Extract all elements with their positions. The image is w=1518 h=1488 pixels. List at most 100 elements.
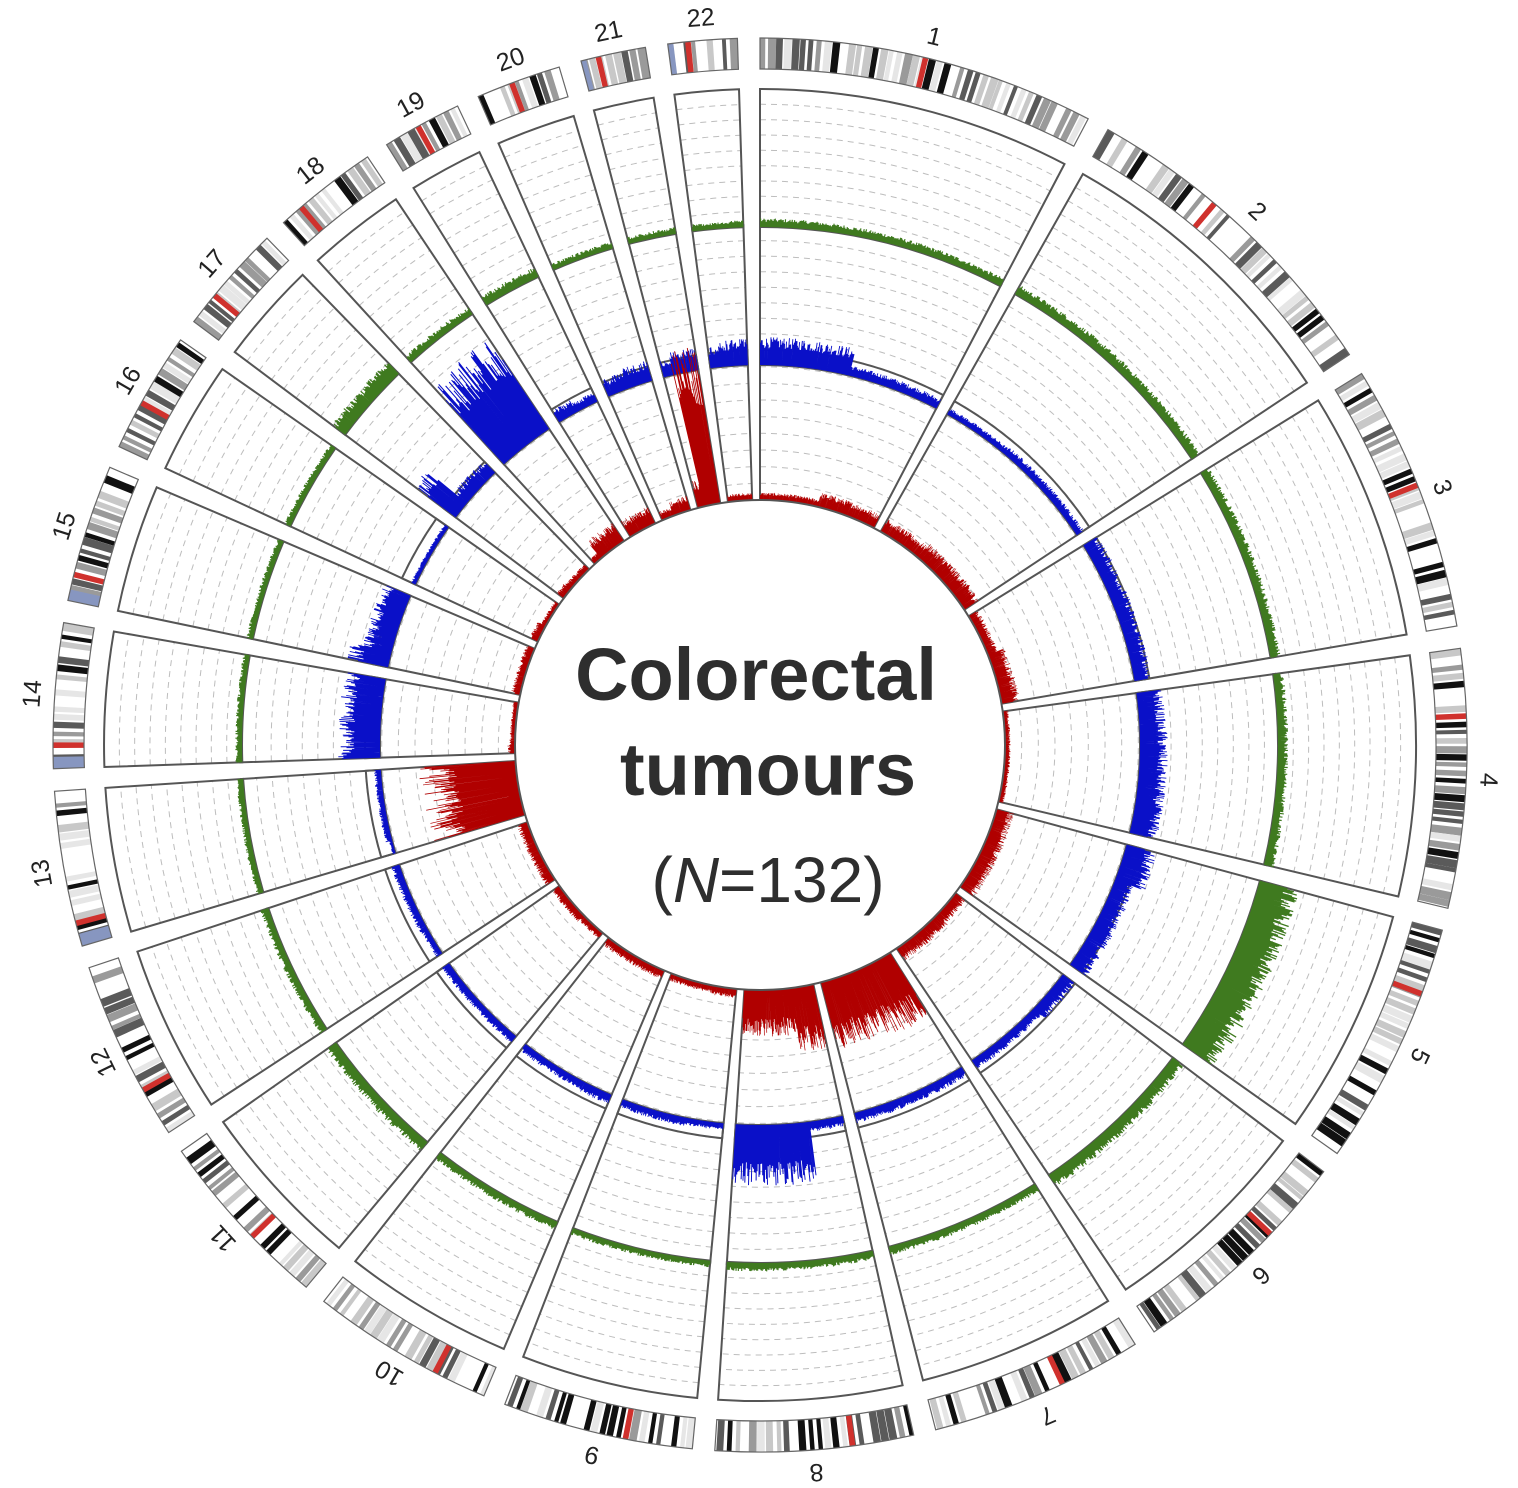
track-middle-chr-18 [437,342,550,465]
band-chr-10 [339,1288,362,1317]
band-chr-6 [1295,1153,1324,1177]
band-chr-14 [53,706,85,714]
subtitle-variable: N [673,844,720,916]
ideogram-chr-6 [1136,1152,1325,1333]
band-chr-13 [55,801,87,808]
title-line-1: Colorectal [575,633,937,716]
band-chr-15 [84,532,116,546]
ideogram-frame-chr-17 [192,237,290,341]
panel-outer-chr-6 [1047,1056,1285,1291]
gridline [438,615,459,679]
band-chr-2 [1170,183,1195,212]
band-chr-2 [1266,277,1293,301]
band-chr-9 [671,1415,680,1447]
gridline [1074,1085,1211,1214]
gridline [1022,280,1206,451]
gridline [1171,877,1248,1037]
bars-outer-chr-2 [1015,286,1199,459]
track-middle-chr-3 [1083,537,1150,682]
gridline [528,1342,699,1384]
ideogram-frame-chr-5 [1310,921,1444,1155]
bars-inner-chr-13 [419,761,526,841]
gridline [759,366,936,411]
band-chr-16 [126,427,156,446]
gridline [357,583,383,662]
ideogram-frame-chr-13 [53,788,113,947]
bars-outer-chr-14 [235,654,250,763]
band-chr-6 [1163,1283,1187,1313]
band-chr-3 [1372,446,1403,464]
gridline [1158,872,1233,1028]
gridline [220,404,274,495]
gridline [1162,496,1228,666]
band-chr-7 [1018,1367,1035,1399]
track-inner-chr-7 [820,952,927,1048]
panel-frame [759,87,1066,288]
ideogram-chr-10 [322,1276,497,1397]
gridline [587,963,652,1002]
band-chr-5 [1329,1102,1360,1126]
band-chr-5 [1353,1061,1385,1084]
bars-inner-chr-10 [603,937,665,978]
label-chr-9: 9 [582,1440,602,1470]
gridline [1367,659,1386,890]
band-chr-16 [166,356,195,378]
ideogram-frame-chr-14 [52,621,95,770]
ideogram-ring [52,37,1468,1453]
gridline [212,780,235,902]
gridline [865,1106,987,1159]
gridline [903,1235,1068,1307]
panel-outer-chr-17 [233,273,401,437]
band-chr-2 [1200,208,1225,236]
gridline [280,903,339,1022]
gridline [432,853,472,935]
band-chr-18 [340,172,364,201]
gridline [759,134,1044,206]
track-middle-chr-10 [522,1044,612,1104]
band-chr-1 [883,49,894,82]
gridline [942,942,1023,1019]
ideogram-chr-19 [385,105,472,172]
bars-middle-chr-22 [708,339,748,369]
band-chr-3 [1375,453,1407,473]
band-chr-9 [656,1413,665,1445]
gridline [924,922,996,991]
centromere-chr-9 [622,1408,634,1440]
band-chr-16 [145,389,176,411]
ideogram-chr-13 [53,788,113,947]
band-chr-6 [1157,1288,1181,1318]
track-inner-chr-10 [603,937,665,978]
band-chr-3 [1339,380,1369,402]
gridline [419,324,481,373]
bars-middle-chr-17 [418,463,496,518]
bars-middle-chr-11 [442,963,517,1042]
gridline [1046,704,1056,814]
panel-frame [1262,654,1417,898]
gridline [759,432,905,470]
band-chr-16 [149,381,181,404]
track-middle-chr-2 [947,409,1083,536]
gridline [258,296,325,371]
gridline [431,688,438,757]
track-inner-chr-21 [670,347,721,508]
bars-inner-chr-3 [968,611,1019,704]
bars-outer-chr-19 [481,268,539,306]
band-chr-22 [706,39,715,71]
band-chr-12 [111,1013,142,1030]
band-chr-6 [1255,1200,1283,1226]
centromere-chr-2 [1192,201,1217,229]
band-chr-2 [1234,241,1262,269]
gridline [400,300,465,352]
gridline [369,262,439,318]
gridline [414,685,421,757]
gridline [945,415,1076,537]
band-chr-6 [1205,1249,1231,1277]
band-chr-9 [583,1399,597,1432]
band-chr-8 [757,1421,765,1453]
gridline [302,455,348,533]
band-chr-1 [995,82,1011,113]
band-chr-2 [1106,137,1128,168]
stalk-chr-13 [78,925,112,947]
gridline [341,577,369,658]
panel-outer-chr-4 [1262,654,1417,898]
